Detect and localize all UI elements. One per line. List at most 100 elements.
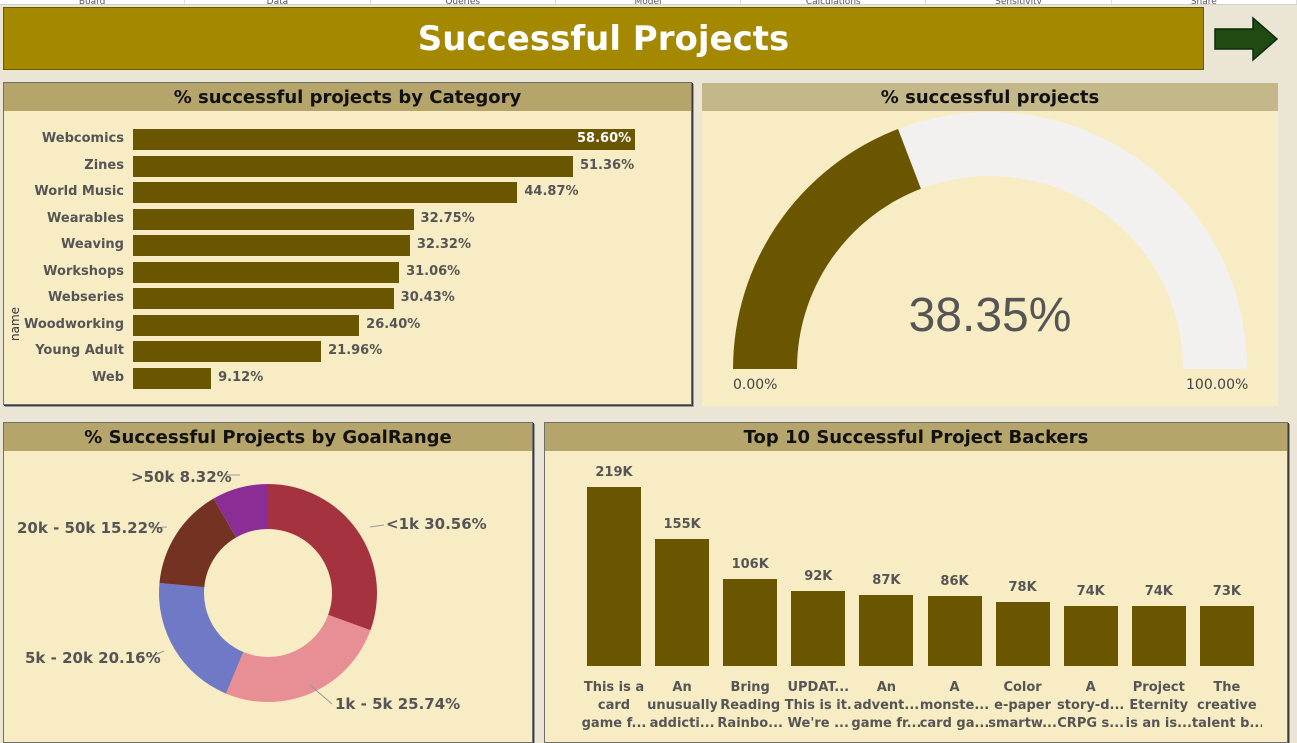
top-strip-item[interactable]: Share <box>1112 0 1297 4</box>
category-value-label: 21.96% <box>328 343 383 358</box>
category-label: Webseries <box>48 290 124 305</box>
category-bar-row[interactable]: Web 9.12% <box>4 367 693 389</box>
backers-value-label: 219K <box>595 465 633 480</box>
category-value-label: 9.12% <box>218 369 264 385</box>
backers-bar[interactable] <box>791 590 846 666</box>
donut-slice[interactable] <box>159 583 244 694</box>
backers-value-label: 106K <box>731 557 769 573</box>
category-bar[interactable] <box>133 235 410 256</box>
right-arrow-icon[interactable] <box>1213 16 1279 62</box>
gauge-fill[interactable] <box>733 129 921 369</box>
category-bar-row[interactable]: Webcomics 58.60% <box>4 129 693 150</box>
category-bar-row[interactable]: Webseries 30.43% <box>4 288 693 309</box>
donut-chart <box>149 474 385 705</box>
backers-value-label: 74K <box>1144 583 1173 599</box>
category-value-label: 30.43% <box>400 290 455 305</box>
category-value-label: 58.60% <box>577 131 632 146</box>
category-bar[interactable] <box>133 288 394 309</box>
backers-category-line: A <box>949 680 960 695</box>
backers-value-label: 86K <box>940 573 969 589</box>
backers-category-label: Color e-paper smartw... <box>988 679 1058 733</box>
category-label: Zines <box>84 157 124 173</box>
backers-bar[interactable] <box>1063 605 1118 666</box>
donut-slice-label: <1k 30.56% <box>386 515 487 533</box>
backers-category-label: An unusually addicti... <box>647 679 717 733</box>
backers-category-label: The creative talent b... <box>1192 679 1262 733</box>
backers-category-line: The <box>1213 680 1241 695</box>
category-value-label: 51.36% <box>579 157 635 173</box>
gauge-panel: % successful projects 38.35% 0.00% 100.0… <box>702 83 1278 406</box>
gauge-min-label: 0.00% <box>733 377 778 393</box>
category-bar[interactable] <box>133 129 635 150</box>
top-menu-strip: Board Data Queries Model Calculations Sensiti… <box>0 0 1297 5</box>
backers-category-line: Project <box>1132 680 1185 695</box>
backers-value-label: 78K <box>1008 580 1037 596</box>
backers-category-label: An advent... game fr... <box>851 679 921 733</box>
backers-bar[interactable] <box>1199 606 1254 666</box>
backers-category-label: Project Eternity is an is... <box>1124 679 1194 733</box>
backers-category-line: unusually <box>647 698 718 713</box>
category-bar-row[interactable]: Wearables 32.75% <box>4 208 693 230</box>
category-label: World Music <box>34 184 124 199</box>
backers-category-line: Reading <box>720 698 781 713</box>
category-bar[interactable] <box>133 208 414 230</box>
goalrange-chart-panel: % Successful Projects by GoalRange <1k 3… <box>3 422 533 743</box>
category-bar[interactable] <box>133 314 360 336</box>
backers-bar[interactable] <box>859 594 914 666</box>
donut-slice[interactable] <box>159 498 237 588</box>
backers-category-line: talent b... <box>1191 716 1262 731</box>
donut-slice[interactable] <box>213 484 268 538</box>
category-bar-row[interactable]: Workshops 31.06% <box>4 261 693 283</box>
backers-category-line: CRPG s... <box>1057 716 1125 731</box>
category-value-label: 26.40% <box>366 316 421 332</box>
backers-bar[interactable] <box>655 539 710 666</box>
top-strip-item[interactable]: Data <box>185 0 371 4</box>
category-bar[interactable] <box>133 182 518 203</box>
category-bar-row[interactable]: Young Adult 21.96% <box>4 341 693 362</box>
category-bar-row[interactable]: Zines 51.36% <box>4 155 693 177</box>
category-label: Woodworking <box>23 316 124 332</box>
backers-category-line: Rainbo... <box>717 716 783 731</box>
category-chart-title: % successful projects by Category <box>4 83 691 111</box>
backers-category-line: card <box>597 698 631 713</box>
backers-category-label: Bring Reading Rainbo... <box>715 679 785 733</box>
category-bar-row[interactable]: World Music 44.87% <box>4 182 693 203</box>
backers-category-line: card ga... <box>919 716 990 731</box>
backers-category-line: advent... <box>853 698 920 713</box>
top-strip-item[interactable]: Model <box>556 0 742 4</box>
backers-value-label: 87K <box>872 572 901 588</box>
backers-category-line: game f... <box>581 716 647 731</box>
backers-bar[interactable] <box>1131 605 1186 666</box>
backers-bar[interactable] <box>927 595 982 666</box>
category-bar[interactable] <box>133 367 212 389</box>
donut-leader-line <box>149 526 168 529</box>
category-label: Weaving <box>61 237 124 252</box>
donut-slice-label: 20k - 50k 15.22% <box>17 519 164 537</box>
donut-slice-label: >50k 8.32% <box>131 468 232 486</box>
category-value-label: 32.32% <box>416 237 472 252</box>
backers-category-line: e-paper <box>994 698 1051 713</box>
category-bar-row[interactable]: Weaving 32.32% <box>4 235 693 256</box>
top-strip-item[interactable]: Calculations <box>741 0 927 4</box>
top-strip-item[interactable]: Queries <box>371 0 556 4</box>
gauge-max-label: 100.00% <box>1186 377 1249 393</box>
backers-bar[interactable] <box>587 487 641 666</box>
category-bar[interactable] <box>133 155 573 177</box>
gauge-title: % successful projects <box>702 83 1278 111</box>
goalrange-chart-title: % Successful Projects by GoalRange <box>4 423 532 451</box>
top-strip-item[interactable]: Sensitivity <box>926 0 1112 4</box>
category-bar-row[interactable]: Woodworking 26.40% <box>4 314 693 336</box>
backers-category-line: story-d... <box>1057 698 1125 713</box>
category-label: Wearables <box>47 210 124 226</box>
top-strip-item[interactable]: Board <box>0 0 186 4</box>
category-label: Webcomics <box>41 131 124 146</box>
backers-value-label: 73K <box>1212 584 1241 600</box>
backers-bar[interactable] <box>995 602 1050 666</box>
donut-slice[interactable] <box>225 614 371 702</box>
donut-slice[interactable] <box>268 484 377 631</box>
page-title: Successful Projects <box>3 7 1204 70</box>
backers-bar[interactable] <box>723 579 778 666</box>
category-bar[interactable] <box>133 341 322 362</box>
category-bar[interactable] <box>133 261 400 283</box>
